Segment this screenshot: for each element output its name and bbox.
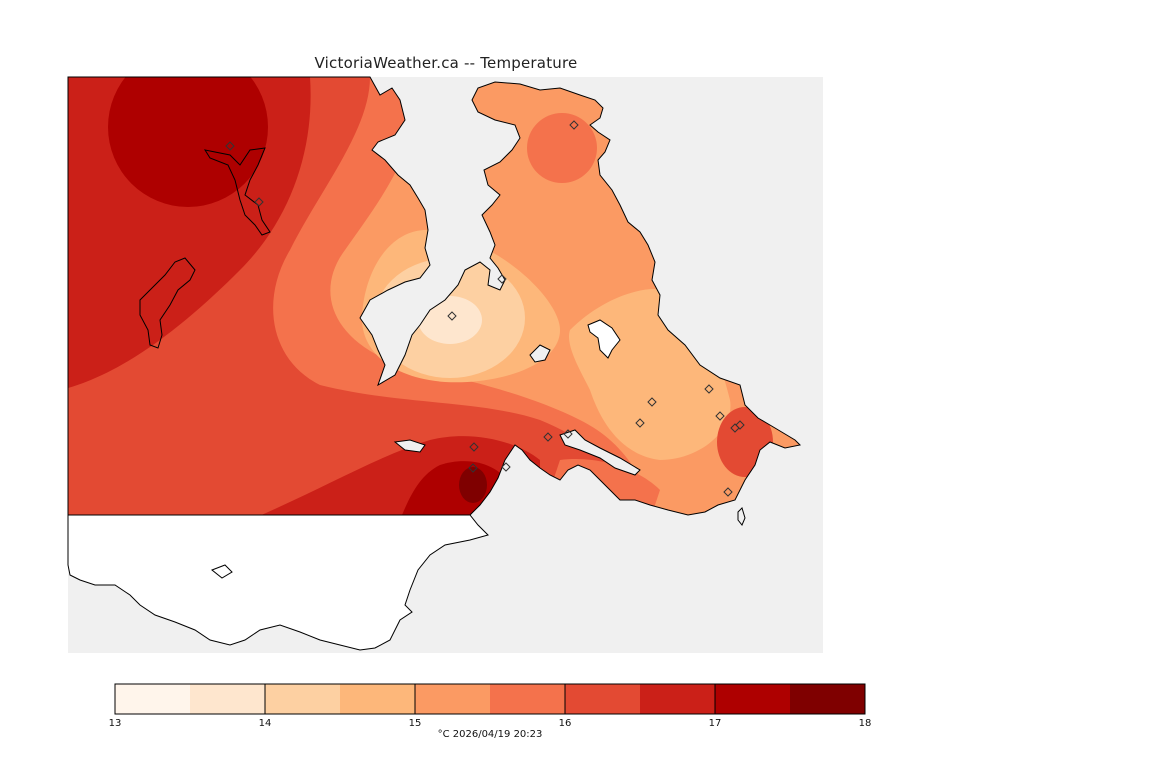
station-marker <box>543 432 553 442</box>
legend-swatch <box>265 684 340 714</box>
island-tiny <box>737 507 746 526</box>
island-south-east <box>559 429 641 476</box>
legend-swatch <box>565 684 640 714</box>
station-marker <box>647 397 657 407</box>
legend-swatch <box>115 684 190 714</box>
legend-swatch <box>190 684 265 714</box>
island-north <box>203 147 271 236</box>
legend-tick-label: 13 <box>109 718 122 729</box>
island-south-sliver <box>393 439 426 453</box>
station-marker <box>447 311 457 321</box>
station-marker <box>563 429 573 439</box>
legend-tick-label: 15 <box>409 718 422 729</box>
legend-swatch <box>490 684 565 714</box>
station-marker <box>635 418 645 428</box>
legend-swatch <box>640 684 715 714</box>
legend-tick-label: 18 <box>859 718 872 729</box>
station-marker <box>735 420 745 430</box>
island-small <box>529 344 551 363</box>
legend-swatch <box>790 684 865 714</box>
legend-caption: °C 2026/04/19 20:23 <box>437 729 543 740</box>
island-east-lake <box>587 319 621 359</box>
station-marker <box>715 411 725 421</box>
map-title: VictoriaWeather.ca -- Temperature <box>314 54 578 72</box>
station-marker <box>497 274 507 284</box>
station-marker <box>469 442 479 452</box>
station-marker <box>254 197 264 207</box>
station-marker <box>569 120 579 130</box>
legend-tick-label: 16 <box>559 718 572 729</box>
station-markers <box>225 120 745 497</box>
station-marker <box>468 463 478 473</box>
legend-swatch <box>415 684 490 714</box>
unshaded-land-south <box>67 514 489 651</box>
legend-tick-label: 14 <box>259 718 272 729</box>
island-south-lake <box>211 564 233 579</box>
station-marker <box>501 462 511 472</box>
legend-swatch <box>715 684 790 714</box>
island-west <box>139 257 196 349</box>
legend-tick-label: 17 <box>709 718 722 729</box>
station-marker <box>723 487 733 497</box>
legend-swatch <box>340 684 415 714</box>
station-marker <box>225 141 235 151</box>
station-marker <box>704 384 714 394</box>
